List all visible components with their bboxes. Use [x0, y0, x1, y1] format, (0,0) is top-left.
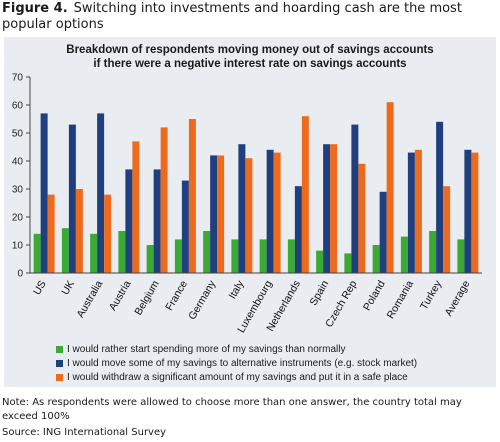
legend-label-safe-place: I would withdraw a significant amount of… — [67, 371, 408, 383]
x-tick-label: Average — [443, 278, 473, 318]
bar-spending — [203, 231, 211, 273]
chart-title-line-2: if there were a negative interest rate o… — [93, 58, 407, 70]
bar-investments — [323, 144, 331, 273]
x-tick-label: Romania — [385, 278, 416, 321]
y-tick-label: 50 — [12, 129, 24, 140]
bar-spending — [90, 233, 98, 273]
bar-spending — [287, 239, 295, 273]
bar-investments — [153, 169, 161, 273]
legend-swatch-orange — [56, 373, 63, 381]
x-tick-label: Spain — [307, 278, 331, 307]
bar-safe-place — [188, 119, 196, 273]
bar-safe-place — [330, 144, 338, 273]
y-tick-label: 40 — [12, 157, 24, 168]
bar-safe-place — [443, 186, 451, 273]
y-tick-label: 0 — [17, 269, 23, 280]
bar-investments — [379, 191, 387, 273]
bar-investments — [97, 113, 105, 274]
bar-spending — [372, 245, 380, 273]
chart-title: Breakdown of respondents moving money ou… — [0, 43, 500, 71]
bar-investments — [40, 113, 48, 274]
x-tick-label: Belgium — [132, 278, 161, 317]
bar-safe-place — [273, 152, 281, 273]
bar-spending — [344, 253, 352, 273]
bar-spending — [61, 228, 69, 273]
bar-spending — [33, 233, 41, 273]
bar-spending — [316, 250, 324, 273]
y-tick-label: 60 — [12, 101, 24, 112]
y-tick-label: 20 — [12, 213, 24, 224]
chart-title-line-1: Breakdown of respondents moving money ou… — [66, 44, 434, 56]
bar-investments — [125, 169, 133, 273]
bar-safe-place — [75, 189, 83, 273]
bar-safe-place — [386, 102, 394, 273]
bar-investments — [238, 144, 246, 273]
x-tick-label: UK — [59, 279, 77, 298]
bar-safe-place — [358, 163, 366, 273]
legend-item-spending: I would rather start spending more of my… — [56, 342, 496, 356]
y-tick-label: 10 — [12, 241, 24, 252]
bar-spending — [146, 245, 154, 273]
bar-spending — [174, 239, 182, 273]
y-tick-label: 30 — [12, 185, 24, 196]
bar-spending — [429, 231, 437, 273]
figure-caption: Figure 4. Switching into investments and … — [2, 1, 498, 33]
x-tick-label: France — [163, 278, 190, 312]
bar-investments — [68, 124, 76, 273]
legend-swatch-green — [56, 345, 63, 353]
y-tick-label: 70 — [12, 73, 24, 84]
bar-safe-place — [414, 149, 422, 273]
bar-investments — [351, 124, 359, 273]
x-tick-label: Australia — [74, 278, 105, 320]
bar-spending — [259, 239, 267, 273]
x-tick-label: US — [31, 279, 49, 298]
x-tick-label: Italy — [226, 278, 246, 301]
bar-investments — [464, 149, 472, 273]
figure-caption-text: Switching into investments and hoarding … — [2, 1, 462, 32]
bar-investments — [266, 149, 274, 273]
legend-item-investments: I would move some of my savings to alter… — [56, 356, 496, 370]
chart-legend: I would rather start spending more of my… — [56, 342, 496, 384]
bar-safe-place — [245, 158, 253, 273]
bar-investments — [436, 121, 444, 273]
bar-investments — [210, 155, 218, 273]
legend-label-spending: I would rather start spending more of my… — [67, 343, 346, 355]
bar-safe-place — [471, 152, 479, 273]
bar-safe-place — [301, 116, 309, 273]
bar-spending — [457, 239, 465, 273]
bar-spending — [400, 236, 408, 273]
chart-source: Source: ING International Survey — [2, 427, 167, 438]
bar-safe-place — [132, 141, 140, 273]
bar-investments — [407, 152, 415, 273]
legend-swatch-blue — [56, 359, 63, 367]
x-tick-label: Germany — [186, 278, 218, 322]
bar-spending — [118, 231, 126, 273]
bar-investments — [294, 186, 302, 273]
chart-note: Note: As respondents were allowed to cho… — [2, 397, 462, 422]
bar-safe-place — [104, 194, 112, 273]
figure-number: Figure 4. — [2, 1, 68, 16]
bar-investments — [181, 180, 189, 273]
bar-safe-place — [47, 194, 55, 273]
bar-safe-place — [160, 127, 168, 274]
bar-spending — [231, 239, 239, 273]
x-tick-label: Austria — [107, 278, 134, 312]
legend-label-investments: I would move some of my savings to alter… — [67, 357, 418, 369]
legend-item-safe-place: I would withdraw a significant amount of… — [56, 370, 496, 384]
x-tick-label: Turkey — [418, 278, 445, 312]
x-tick-label: Poland — [361, 278, 388, 312]
bar-safe-place — [217, 155, 225, 273]
